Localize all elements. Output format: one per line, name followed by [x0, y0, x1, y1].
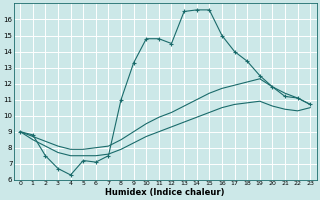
X-axis label: Humidex (Indice chaleur): Humidex (Indice chaleur): [106, 188, 225, 197]
